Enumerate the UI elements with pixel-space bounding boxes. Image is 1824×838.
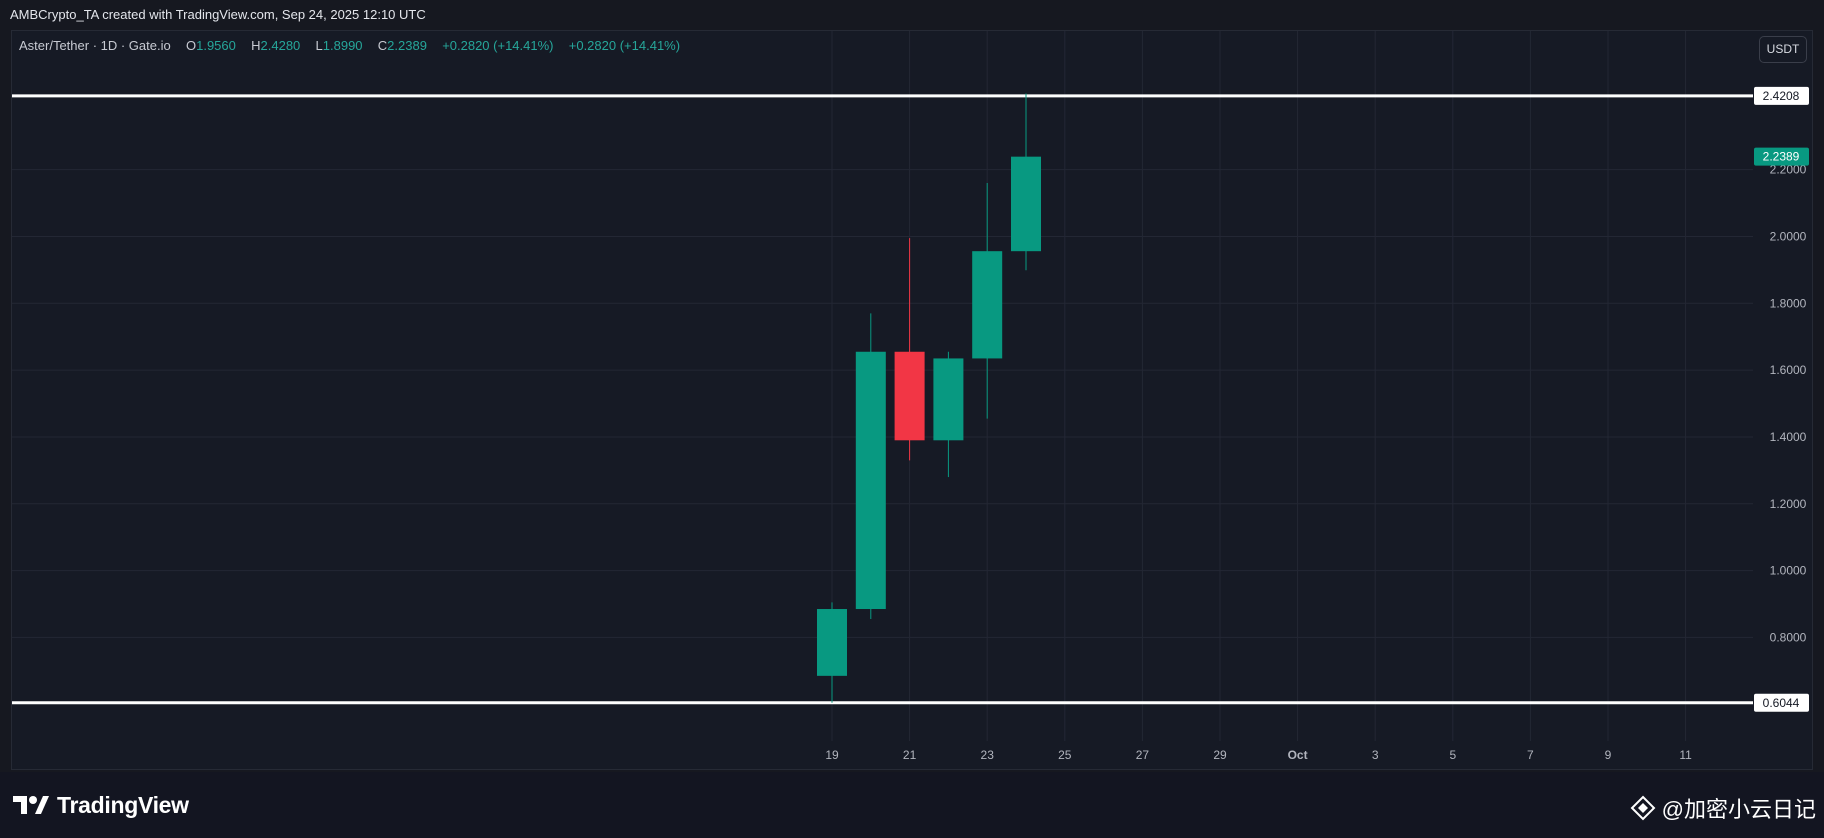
candle-body-up (933, 358, 964, 441)
binance-diamond-icon (1630, 795, 1656, 821)
low-value: 1.8990 (322, 38, 363, 53)
y-tick-label: 1.6000 (1770, 363, 1807, 377)
candle-body-up (855, 351, 886, 610)
y-tick-label: 1.2000 (1770, 497, 1807, 511)
high-label: H (251, 38, 261, 53)
symbol-label[interactable]: Aster/Tether · 1D · Gate.io (19, 38, 171, 53)
level-price-tag (1754, 693, 1809, 712)
watermark: @加密小云日记 (1630, 794, 1816, 822)
y-tick-label: 2.2000 (1770, 163, 1807, 177)
last-price-label: 2.2389 (1763, 150, 1800, 164)
price-axis: 0.8000 1.0000 1.2000 1.4000 1.6000 1.8000 2.00… (1754, 147, 1809, 644)
candles (817, 93, 1041, 703)
x-tick-label: 3 (1372, 748, 1379, 762)
ohlc-legend: Aster/Tether · 1D · Gate.io O1.9560 H2.4… (19, 38, 680, 53)
x-tick-label: 21 (903, 748, 917, 762)
close-label: C (377, 38, 388, 53)
currency-button[interactable]: USDT (1759, 36, 1807, 63)
candle-body-up (817, 609, 847, 676)
tradingview-logo[interactable]: TradingView (13, 792, 189, 818)
last-price-tag (1754, 147, 1809, 166)
low-label: L (315, 38, 323, 53)
tradingview-logo-text: TradingView (57, 791, 189, 818)
y-tick-label: 1.0000 (1770, 564, 1807, 578)
time-axis: 19 21 23 25 27 29 Oct 3 5 7 9 11 (825, 748, 1692, 762)
level-price-label: 0.6044 (1763, 696, 1800, 710)
x-tick-label: 9 (1605, 748, 1612, 762)
open-label: O (185, 38, 197, 53)
close-value: 2.2389 (387, 38, 427, 53)
x-tick-label: 7 (1527, 748, 1534, 762)
x-tick-label: 25 (1058, 748, 1072, 762)
high-value: 2.4280 (260, 38, 301, 53)
change-value-secondary: +0.2820 (+14.41%) (568, 38, 681, 53)
x-tick-label: 27 (1136, 748, 1150, 762)
y-tick-label: 2.0000 (1770, 229, 1807, 243)
y-tick-label: 1.4000 (1770, 430, 1807, 444)
x-tick-label: 23 (981, 748, 995, 762)
chart-pane[interactable]: 2.4208 0.6044 0.8000 1.0000 1.2000 1.4000 1.6… (11, 30, 1813, 770)
candle-body-down (894, 351, 925, 441)
level-price-label: 2.4208 (1763, 89, 1800, 103)
x-tick-label: Oct (1288, 748, 1308, 762)
x-tick-label: 19 (825, 748, 839, 762)
y-tick-label: 0.8000 (1770, 630, 1807, 644)
candle-body-up (1011, 156, 1041, 252)
change-value: +0.2820 (+14.41%) (442, 38, 554, 53)
horizontal-levels: 2.4208 0.6044 (12, 86, 1809, 712)
open-value: 1.9560 (196, 38, 236, 53)
watermark-text: @加密小云日记 (1661, 797, 1816, 822)
candlestick-chart[interactable]: 2.4208 0.6044 0.8000 1.0000 1.2000 1.4000 1.6… (12, 31, 1814, 771)
x-tick-label: 5 (1449, 748, 1456, 762)
level-price-tag (1754, 86, 1809, 105)
x-tick-label: 29 (1213, 748, 1227, 762)
candle-body-up (972, 251, 1003, 359)
tradingview-logo-icon (13, 796, 49, 814)
snapshot-title: AMBCrypto_TA created with TradingView.co… (10, 7, 426, 22)
y-tick-label: 1.8000 (1770, 296, 1807, 310)
x-tick-label: 11 (1679, 748, 1692, 762)
footer-bar: TradingView @加密小云日记 (0, 772, 1824, 838)
